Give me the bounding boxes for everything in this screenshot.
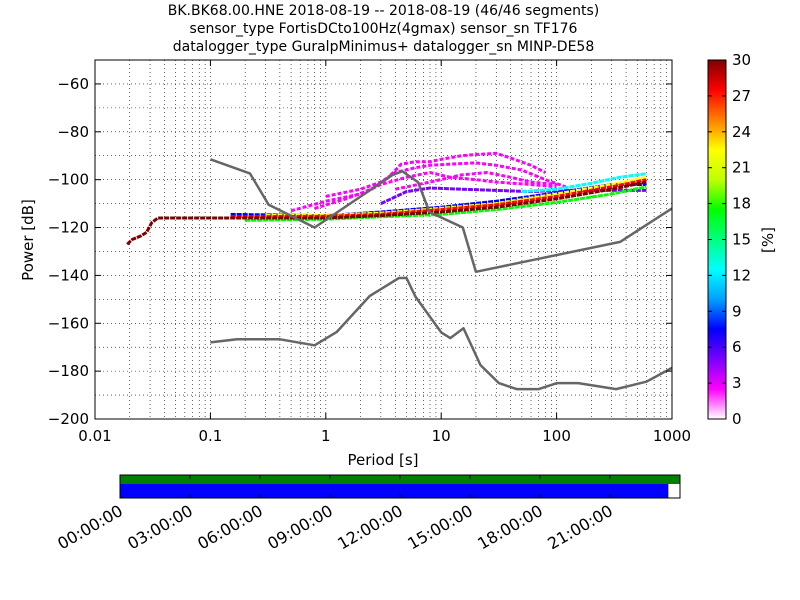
x-axis-ticks: 0.01 0.1 1 10 100 1000 (78, 60, 691, 445)
title-line-1: BK.BK68.00.HNE 2018-08-19 -- 2018-08-19 … (167, 3, 600, 19)
colorbar-tick-label: 6 (732, 338, 742, 356)
noise-models (209, 158, 672, 391)
timeline-tick-label: 12:00:00 (334, 501, 406, 553)
psd-band (245, 185, 647, 222)
y-tick-label: −140 (48, 266, 89, 284)
noise-model-curve (209, 158, 672, 274)
x-tick-label: 1 (321, 427, 331, 445)
colorbar-tick-label: 3 (732, 374, 742, 392)
y-tick-label: −120 (48, 219, 89, 237)
colorbar-tick-label: 15 (732, 231, 751, 249)
psd-band (380, 186, 647, 205)
psd-trace (325, 161, 567, 198)
timeline-tick-label: 09:00:00 (264, 501, 336, 553)
noise-model-curve (210, 276, 672, 391)
psd-band (230, 178, 647, 219)
timeline-tick-label: 18:00:00 (474, 501, 546, 553)
colorbar-label: [%] (759, 227, 777, 253)
colorbar-tick-label: 0 (732, 410, 742, 428)
timeline-tick-label: 06:00:00 (194, 501, 266, 553)
y-axis-label: Power [dB] (19, 199, 37, 281)
y-tick-label: −180 (48, 362, 89, 380)
x-tick-label: 10 (432, 427, 451, 445)
psd-trace (394, 170, 557, 191)
y-tick-label: −100 (48, 171, 89, 189)
colorbar-tick-label: 24 (732, 123, 751, 141)
colorbar: 0 3 6 9 12 15 18 21 24 27 30 (707, 51, 751, 428)
timeline-tick-label: 21:00:00 (544, 501, 616, 553)
colorbar-tick-label: 21 (732, 159, 751, 177)
colorbar-tick-label: 9 (732, 302, 742, 320)
psd-trace (290, 170, 557, 213)
colorbar-tick-label: 18 (732, 195, 751, 213)
coverage-bar (120, 484, 669, 498)
y-tick-label: −80 (57, 123, 89, 141)
y-tick-label: −200 (48, 410, 89, 428)
timeline-tick-label: 15:00:00 (404, 501, 476, 553)
colorbar-tick-label: 27 (732, 87, 751, 105)
timeline-tick-label: 00:00:00 (54, 501, 126, 553)
title-line-3: datalogger_type GuralpMinimus+ datalogge… (172, 39, 595, 55)
x-tick-label: 0.01 (78, 427, 111, 445)
x-tick-label: 0.1 (198, 427, 222, 445)
psd-band (521, 172, 647, 194)
plot-frame (94, 59, 673, 420)
x-tick-label: 100 (542, 427, 571, 445)
psd-band (126, 180, 647, 246)
grid-lines (95, 60, 672, 419)
colorbar-tick-label: 30 (732, 51, 751, 69)
chart-title: BK.BK68.00.HNE 2018-08-19 -- 2018-08-19 … (95, 2, 672, 56)
coverage-bar (120, 475, 680, 484)
x-tick-label: 1000 (653, 427, 691, 445)
colorbar-tick-label: 12 (732, 266, 751, 284)
y-tick-label: −60 (57, 75, 89, 93)
y-axis-ticks: −60 −80 −100 −120 −140 −160 −180 −200 (48, 75, 672, 428)
y-tick-label: −160 (48, 314, 89, 332)
title-line-2: sensor_type FortisDCto100Hz(4gmax) senso… (189, 21, 578, 37)
psd-bands (126, 151, 647, 246)
data-coverage-timeline: 00:00:0003:00:0006:00:0009:00:0012:00:00… (54, 474, 681, 553)
x-axis-label: Period [s] (347, 451, 418, 469)
timeline-tick-label: 03:00:00 (124, 501, 196, 553)
